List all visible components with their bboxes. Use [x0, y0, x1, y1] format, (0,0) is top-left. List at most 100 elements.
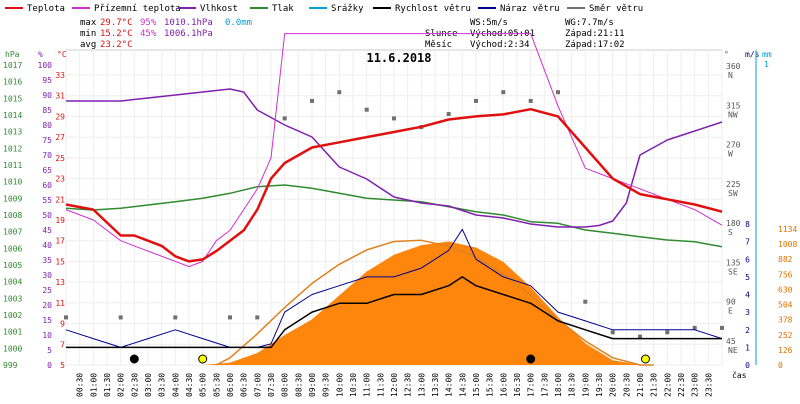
marker-sunset [641, 354, 650, 364]
series-wind-direction-point [255, 315, 260, 320]
x-tick-label: 07:30 [267, 373, 276, 397]
series-ground-temperature [65, 33, 723, 268]
series-wind-direction-point [282, 116, 287, 121]
stat-min-temp: 15.2°C [100, 29, 133, 39]
axis-percent-tick: 15 [42, 316, 52, 325]
stat-ws: WS:5m/s [470, 18, 508, 28]
stat-min-label: min [80, 29, 96, 39]
x-tick-label: 14:30 [458, 373, 467, 397]
axis-rain-tick: 1 [764, 60, 769, 69]
marker-moonset [526, 354, 536, 364]
axis-direction-value: 90 [726, 298, 736, 307]
series-wind-direction-point [501, 90, 506, 95]
x-tick-label: 12:30 [404, 373, 413, 397]
axis-direction-label: S [728, 228, 733, 237]
axis-percent-tick: 75 [42, 136, 52, 145]
legend-label-4: Srážky [331, 4, 364, 14]
axis-celsius-tick: 9 [60, 320, 65, 329]
stat-max-press: 1010.1hPa [164, 18, 213, 28]
axis-direction-label: SE [728, 267, 738, 276]
x-tick-label: 21:00 [636, 373, 645, 397]
series-wind-direction-point [556, 90, 560, 95]
axis-solar-tick: 1134 [778, 225, 797, 234]
axis-solar-tick: 0 [778, 361, 783, 370]
axis-hpa-tick: 1015 [3, 94, 22, 103]
axis-percent-tick: 35 [42, 256, 52, 265]
axis-hpa-tick: 1001 [3, 328, 22, 337]
axis-celsius-tick: 33 [55, 71, 65, 80]
axis-direction-value: 135 [726, 258, 741, 267]
legend-label-1: Přízemní teplota [94, 4, 181, 14]
x-tick-label: 10:30 [349, 373, 358, 397]
legend-label-6: Náraz větru [500, 4, 560, 14]
axis-hpa-tick: 1016 [3, 78, 22, 87]
axis-wind-tick: 5 [745, 273, 750, 282]
series-wind-direction-point [364, 107, 369, 112]
x-tick-label: 00:30 [76, 373, 85, 397]
axis-direction-label: N [728, 71, 733, 80]
stat-max-rain: 0.0mm [225, 18, 252, 28]
axis-percent-tick: 55 [42, 196, 52, 205]
x-tick-label: 23:00 [691, 373, 700, 397]
axis-percent-tick: 85 [42, 106, 52, 115]
axis-solar-tick: 756 [778, 270, 793, 279]
axis-direction-label: E [728, 307, 733, 316]
stat-avg-temp: 23.2°C [100, 40, 133, 50]
axis-celsius-tick: 11 [55, 299, 65, 308]
axis-rain-unit: mm [762, 50, 772, 59]
marker-moon [129, 354, 139, 364]
stat-avg-label: avg [80, 40, 96, 50]
x-tick-label: 20:00 [609, 373, 618, 397]
x-tick-label: 02:00 [117, 373, 126, 397]
legend-label-2: Vlhkost [200, 4, 238, 14]
stat-moonset: Západ:17:02 [565, 40, 625, 50]
axis-solar-tick: 1008 [778, 240, 797, 249]
axis-hpa-tick: 999 [3, 361, 18, 370]
axis-celsius-tick: 29 [55, 112, 65, 121]
axis-celsius-tick: 15 [55, 257, 65, 266]
axis-percent-tick: 90 [42, 91, 52, 100]
stat-moon-label: Měsíc [425, 40, 452, 50]
series-humidity [66, 88, 723, 228]
stat-max-hum: 95% [140, 18, 157, 28]
axis-hpa-tick: 1000 [3, 344, 22, 353]
x-tick-label: 13:30 [431, 373, 440, 397]
axis-hpa-tick: 1012 [3, 144, 22, 153]
axis-hpa-tick: 1014 [3, 111, 22, 120]
series-wind-direction-point [665, 330, 670, 335]
axis-celsius-unit: °C [57, 50, 67, 59]
axis-celsius-tick: 27 [55, 133, 65, 142]
axis-hpa-tick: 1008 [3, 211, 22, 220]
series-wind-direction-point [310, 98, 314, 103]
axis-direction-label: NW [728, 110, 738, 119]
axis-direction-unit: ° [724, 50, 729, 59]
series-wind-direction-point [474, 98, 478, 103]
axis-direction-label: NE [728, 346, 738, 355]
stat-max-temp: 29.7°C [100, 18, 133, 28]
series-wind-direction-point [118, 315, 123, 320]
axis-percent-tick: 65 [42, 166, 52, 175]
axis-solar-tick: 630 [778, 285, 793, 294]
axis-solar-tick: 126 [778, 346, 793, 355]
axis-hpa-unit: hPa [5, 50, 20, 59]
x-tick-label: 19:30 [595, 373, 604, 397]
axis-hpa-tick: 1004 [3, 278, 22, 287]
axis-hpa-tick: 1017 [3, 61, 22, 70]
axis-percent-tick: 10 [42, 331, 52, 340]
x-tick-label: 23:30 [704, 373, 713, 397]
axis-celsius-tick: 13 [55, 278, 65, 287]
stat-moonrise: Východ:2:34 [470, 40, 530, 50]
axis-percent-tick: 20 [42, 301, 52, 310]
axis-percent-tick: 5 [47, 346, 52, 355]
axis-percent-tick: 0 [47, 361, 52, 370]
axis-percent-tick: 45 [42, 226, 52, 235]
axis-celsius-tick: 23 [55, 175, 65, 184]
axis-celsius-tick: 7 [60, 340, 65, 349]
axis-wind-unit: m/s [745, 50, 760, 59]
x-tick-label: 13:00 [417, 373, 426, 397]
axis-hpa-tick: 1013 [3, 128, 22, 137]
axis-percent-tick: 40 [42, 241, 52, 250]
series-wind-direction-point [392, 116, 396, 121]
x-tick-label: 21:30 [650, 373, 659, 397]
